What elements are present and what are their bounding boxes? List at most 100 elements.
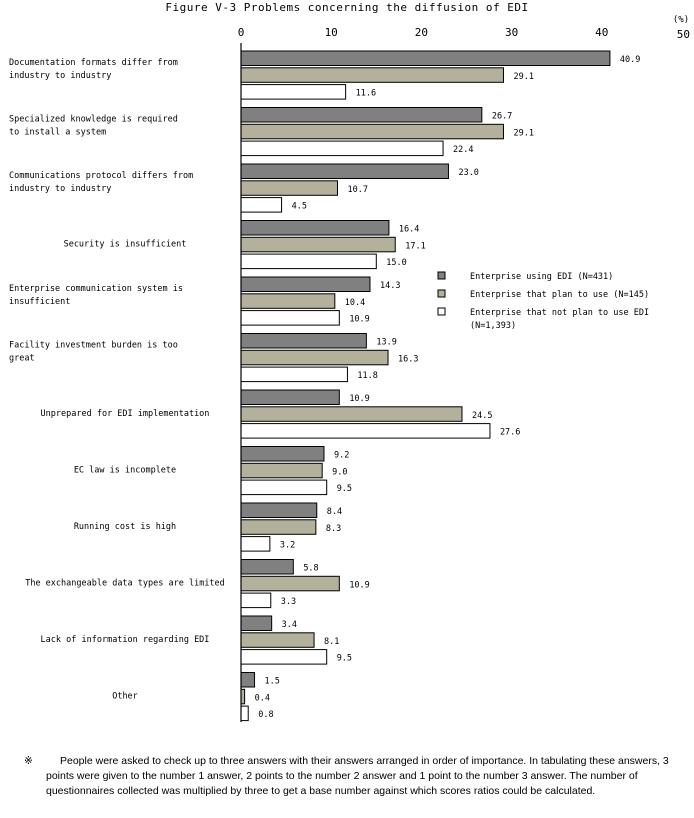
data-label: 3.3 (281, 597, 296, 607)
tick-label: 50 (677, 28, 690, 41)
bar (240, 140, 444, 157)
category-label: Security is insufficient (64, 240, 187, 250)
footnote-mark: ※ (24, 755, 33, 767)
data-label: 23.0 (458, 168, 478, 178)
bar (240, 406, 463, 422)
bar (240, 672, 256, 688)
bar (240, 123, 504, 140)
data-label: 8.1 (324, 637, 339, 647)
data-label: 3.2 (280, 541, 295, 551)
tick-label: 30 (505, 26, 518, 39)
category-label: Facility investment burden is too (9, 341, 178, 351)
category-label: Running cost is high (74, 522, 176, 532)
category-label: Documentation formats differ from (9, 58, 178, 68)
bar (240, 163, 449, 179)
bar (240, 293, 336, 309)
tick-label: 40 (595, 26, 608, 39)
data-label: 27.6 (500, 428, 520, 438)
chart-title: Figure V-3 Problems concerning the diffu… (165, 1, 529, 14)
data-label: 26.7 (492, 112, 512, 122)
data-label: 0.8 (258, 710, 273, 720)
bar (240, 276, 371, 292)
data-label: 29.1 (513, 72, 533, 82)
tick-label: 0 (238, 26, 245, 39)
data-label: 9.5 (337, 484, 352, 494)
category-label: EC law is incomplete (74, 466, 176, 476)
data-label: 9.2 (334, 451, 349, 461)
data-label: 10.9 (349, 394, 369, 404)
bar (240, 253, 377, 270)
legend-swatch (437, 307, 446, 316)
legend-swatch (437, 289, 446, 298)
data-label: 10.9 (349, 315, 369, 325)
bar (240, 310, 340, 326)
data-label: 9.0 (332, 467, 347, 477)
bar (240, 575, 340, 592)
bar (240, 615, 273, 631)
bar (240, 84, 347, 100)
category-label: The exchangeable data types are limited (25, 579, 225, 589)
bar (240, 333, 367, 349)
data-label: 11.8 (357, 371, 377, 381)
data-label: 10.9 (349, 580, 369, 590)
bar (240, 559, 294, 575)
bar (240, 389, 340, 405)
bar (240, 502, 318, 518)
bar (240, 479, 328, 496)
data-label: 24.5 (472, 411, 492, 421)
data-label: 16.3 (398, 354, 418, 364)
bar (240, 705, 249, 722)
data-label: 11.6 (356, 89, 376, 99)
category-label: Enterprise communication system is (9, 284, 183, 294)
data-label: 0.4 (255, 693, 270, 703)
data-label: 15.0 (386, 258, 406, 268)
category-label: great (9, 354, 35, 364)
tick-label: 20 (415, 26, 428, 39)
tick-label: 10 (325, 26, 338, 39)
bar (240, 107, 483, 123)
legend-label: Enterprise that plan to use (N=145) (470, 290, 649, 300)
data-label: 40.9 (620, 55, 640, 65)
data-label: 8.4 (327, 507, 342, 517)
bar (240, 536, 271, 552)
data-label: 4.5 (292, 202, 307, 212)
data-label: 8.3 (326, 524, 341, 534)
bar (240, 349, 389, 366)
category-label: Lack of information regarding EDI (41, 635, 210, 645)
legend-label: (N=1,393) (470, 321, 516, 331)
bar (240, 236, 396, 253)
data-label: 16.4 (399, 225, 419, 235)
data-label: 29.1 (513, 128, 533, 138)
bar (240, 197, 283, 213)
legend-swatch (437, 271, 446, 280)
category-label: industry to industry (9, 71, 111, 81)
bar (240, 462, 323, 479)
data-label: 14.3 (380, 281, 400, 291)
data-label: 13.9 (376, 338, 396, 348)
bar-chart: 0 10 20 30 40 50 (%) 40.9 29.1 11.6 Documentation … (9, 15, 690, 722)
category-label: Other (112, 692, 138, 702)
legend-label: Enterprise that not plan to use EDI (470, 308, 649, 318)
category-label: to install a system (9, 128, 106, 138)
bar (240, 180, 339, 196)
data-label: 3.4 (282, 620, 297, 630)
data-label: 1.5 (265, 677, 280, 687)
category-label: industry to industry (9, 184, 111, 194)
bar (240, 632, 315, 648)
bar (240, 649, 328, 665)
category-label: Unprepared for EDI implementation (41, 409, 210, 419)
bar (240, 446, 325, 462)
category-label: Specialized knowledge is required (9, 115, 178, 125)
data-label: 10.4 (345, 298, 365, 308)
legend-label: Enterprise using EDI (N=431) (470, 272, 613, 282)
data-label: 17.1 (405, 241, 425, 251)
footnote-text: People were asked to check up to three a… (46, 755, 669, 797)
bar (240, 220, 390, 236)
unit-label: (%) (673, 15, 689, 25)
bar (240, 592, 272, 609)
category-label: Communications protocol differs from (9, 171, 193, 181)
data-label: 5.8 (303, 564, 318, 574)
data-label: 9.5 (337, 654, 352, 664)
bar (240, 50, 611, 66)
data-label: 22.4 (453, 145, 473, 155)
